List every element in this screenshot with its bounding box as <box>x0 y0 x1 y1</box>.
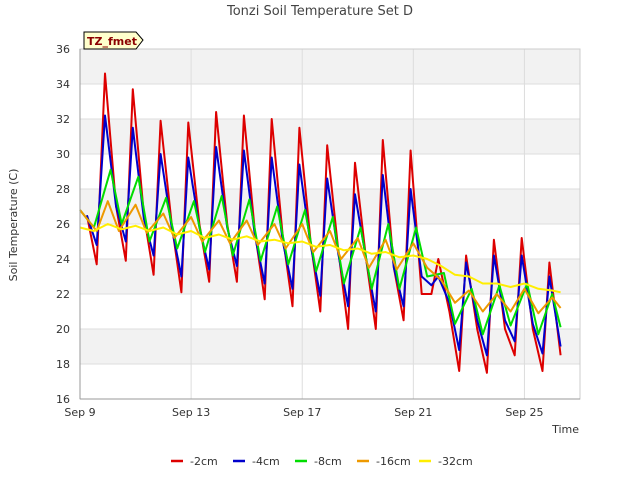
y-tick-label: 16 <box>56 393 70 406</box>
x-tick-label: Sep 21 <box>394 406 432 419</box>
x-tick-labels: Sep 9 Sep 13 Sep 17 Sep 21 Sep 25 <box>64 406 543 419</box>
y-tick-label: 24 <box>56 253 70 266</box>
legend-label: -4cm <box>252 455 280 468</box>
legend-label: -32cm <box>438 455 473 468</box>
badge-label: TZ_fmet <box>87 35 137 48</box>
y-tick-label: 36 <box>56 43 70 56</box>
x-tick-label: Sep 13 <box>172 406 210 419</box>
badge: TZ_fmet <box>83 31 144 50</box>
series-lines <box>79 72 562 374</box>
series-line-16cm <box>79 200 562 315</box>
legend-item-16cm: -16cm <box>357 455 411 468</box>
y-tick-label: 34 <box>56 78 70 91</box>
axes <box>79 48 581 400</box>
series-line-4cm <box>85 114 562 357</box>
y-tick-label: 20 <box>56 323 70 336</box>
x-tick-label: Sep 17 <box>283 406 321 419</box>
y-tick-label: 26 <box>56 218 70 231</box>
plot-band <box>80 119 580 154</box>
y-axis-label: Soil Temperature (C) <box>7 169 20 282</box>
y-tick-label: 30 <box>56 148 70 161</box>
y-tick-label: 22 <box>56 288 70 301</box>
legend-label: -16cm <box>376 455 411 468</box>
plot-band <box>80 329 580 364</box>
x-axis-label: Time <box>551 423 579 436</box>
legend-label: -8cm <box>314 455 342 468</box>
x-tick-label: Sep 9 <box>64 406 95 419</box>
legend: -2cm -4cm -8cm -16cm -32cm <box>171 455 473 468</box>
y-tick-label: 32 <box>56 113 70 126</box>
chart-title: Tonzi Soil Temperature Set D <box>226 4 413 19</box>
y-tick-label: 18 <box>56 358 70 371</box>
legend-item-32cm: -32cm <box>419 455 473 468</box>
legend-label: -2cm <box>190 455 218 468</box>
x-tick-label: Sep 25 <box>505 406 543 419</box>
y-tick-label: 28 <box>56 183 70 196</box>
plot-band <box>80 49 580 84</box>
legend-item-2cm: -2cm <box>171 455 218 468</box>
legend-item-8cm: -8cm <box>295 455 342 468</box>
badge-box <box>83 31 144 50</box>
y-tick-labels: 16 18 20 22 24 26 28 30 32 34 36 <box>56 43 70 406</box>
legend-item-4cm: -4cm <box>233 455 280 468</box>
series-line-8cm <box>79 168 562 336</box>
series-line-32cm <box>79 223 561 294</box>
